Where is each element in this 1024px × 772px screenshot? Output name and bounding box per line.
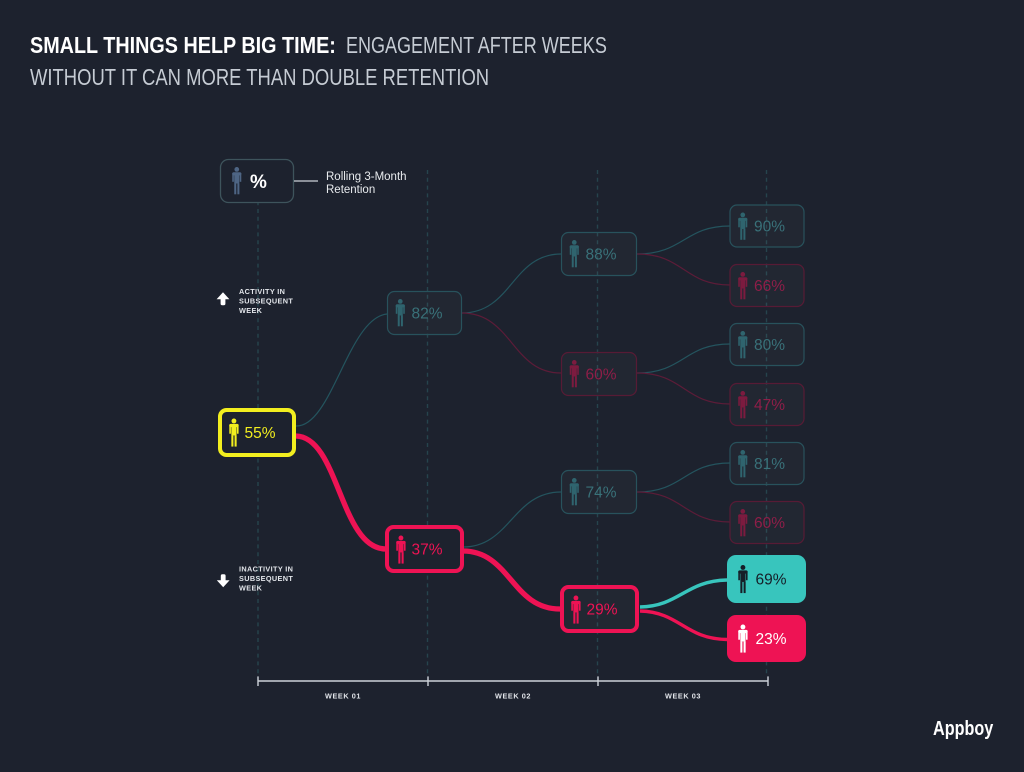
svg-text:WEEK 02: WEEK 02 xyxy=(495,691,531,700)
svg-text:80%: 80% xyxy=(754,337,785,354)
svg-text:SUBSEQUENT: SUBSEQUENT xyxy=(239,574,293,583)
svg-text:INACTIVITY IN: INACTIVITY IN xyxy=(239,565,293,574)
svg-text:81%: 81% xyxy=(754,456,785,473)
svg-text:60%: 60% xyxy=(586,367,617,384)
svg-text:82%: 82% xyxy=(412,306,443,323)
svg-text:29%: 29% xyxy=(587,602,618,619)
svg-text:%: % xyxy=(250,172,267,193)
svg-text:60%: 60% xyxy=(754,515,785,532)
svg-text:37%: 37% xyxy=(412,542,443,559)
svg-text:74%: 74% xyxy=(586,485,617,502)
svg-text:88%: 88% xyxy=(586,247,617,264)
svg-text:Rolling 3-Month: Rolling 3-Month xyxy=(326,171,407,183)
svg-text:55%: 55% xyxy=(245,425,276,442)
svg-text:WEEK 01: WEEK 01 xyxy=(325,691,361,700)
svg-text:ACTIVITY IN: ACTIVITY IN xyxy=(239,287,285,296)
svg-text:66%: 66% xyxy=(754,278,785,295)
svg-text:SUBSEQUENT: SUBSEQUENT xyxy=(239,297,293,306)
svg-text:WEEK: WEEK xyxy=(239,306,263,315)
svg-text:90%: 90% xyxy=(754,219,785,236)
svg-text:23%: 23% xyxy=(756,631,787,648)
svg-text:WEEK: WEEK xyxy=(239,584,263,593)
svg-text:47%: 47% xyxy=(754,397,785,414)
svg-text:WEEK 03: WEEK 03 xyxy=(665,691,701,700)
svg-text:Retention: Retention xyxy=(326,184,375,196)
svg-text:69%: 69% xyxy=(756,572,787,589)
